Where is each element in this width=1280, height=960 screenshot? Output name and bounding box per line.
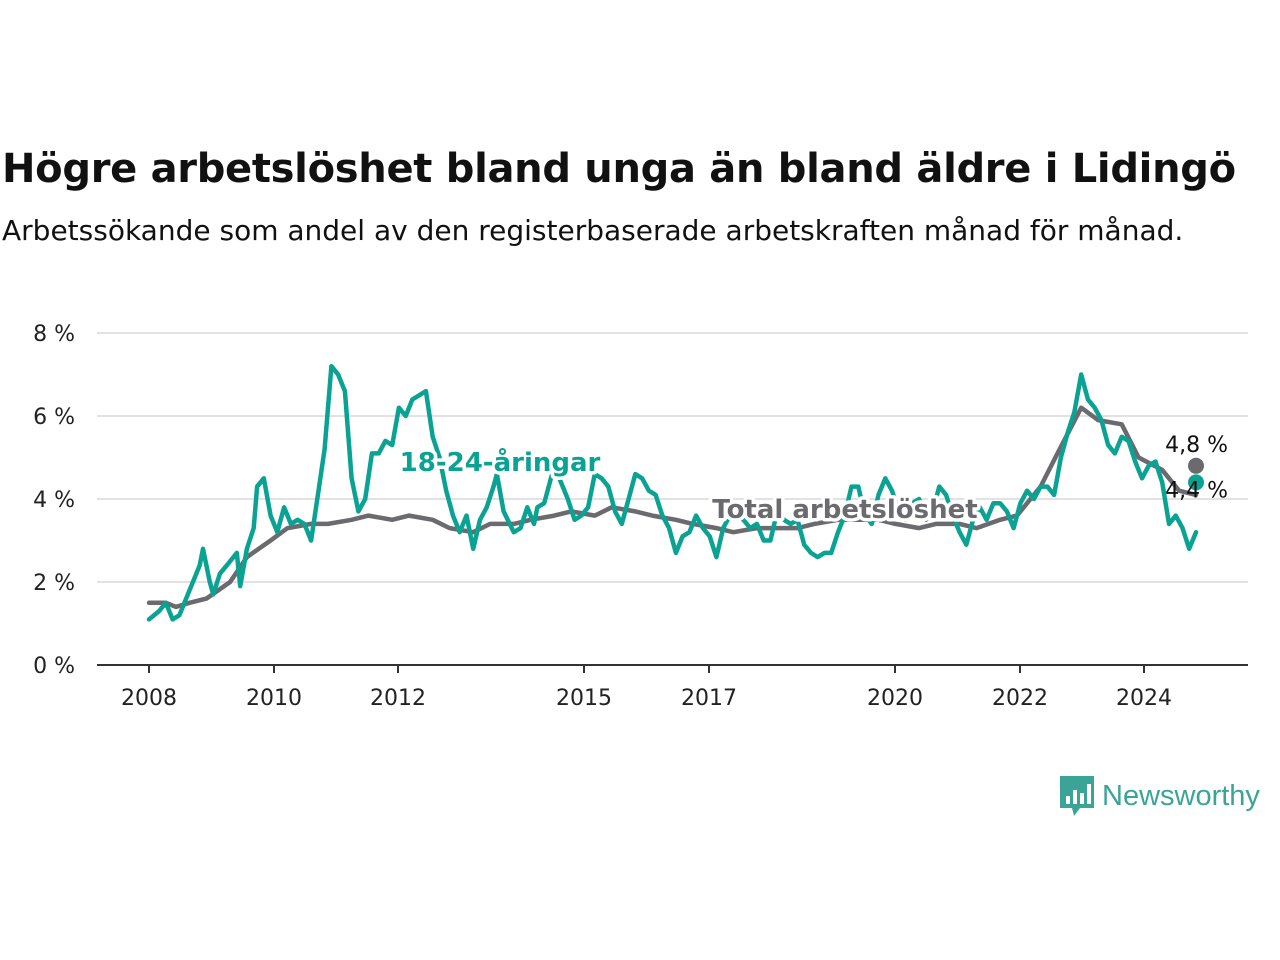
- x-tick-label: 2022: [992, 686, 1048, 711]
- series-line-18-24: [146, 363, 1199, 622]
- y-tick-label: 6 %: [33, 405, 75, 430]
- newsworthy-logo: Newsworthy: [1058, 774, 1260, 818]
- x-axis-ticks: 2008 2010 2012 2015 2017 2020 2022 2024: [121, 665, 1172, 711]
- y-tick-label: 8 %: [33, 322, 75, 347]
- x-tick-label: 2008: [121, 686, 177, 711]
- line-chart: 0 % 2 % 4 % 6 % 8 % 2008 2010 2012 2015 2017 2020…: [33, 322, 1248, 711]
- series-lines: [146, 363, 1199, 622]
- x-tick-label: 2024: [1116, 686, 1172, 711]
- series-end-label: 4,4 %: [1165, 478, 1228, 503]
- series-label: 18-24-åringar: [400, 446, 601, 478]
- gridlines: [97, 332, 1248, 666]
- x-tick-label: 2015: [556, 686, 612, 711]
- y-tick-label: 4 %: [33, 488, 75, 513]
- series-line-total: [146, 405, 1199, 610]
- series-end-point: [1188, 457, 1204, 474]
- chart-subtitle: Arbetssökande som andel av den registerb…: [2, 214, 1184, 247]
- x-tick-label: 2010: [246, 686, 302, 711]
- series-labels: 4,4 %4,8 %18-24-åringar18-24-åringarTota…: [396, 433, 1228, 529]
- y-axis-ticks: 0 % 2 % 4 % 6 % 8 %: [33, 322, 75, 679]
- bar-chart-speech-bubble-icon: [1060, 776, 1094, 816]
- series-label: Total arbetslöshet: [712, 495, 977, 525]
- chart-title: Högre arbetslöshet bland unga än bland ä…: [2, 146, 1236, 192]
- x-tick-label: 2012: [370, 686, 426, 711]
- y-tick-label: 2 %: [33, 571, 75, 596]
- x-tick-label: 2017: [681, 686, 737, 711]
- brand-name: Newsworthy: [1102, 779, 1260, 812]
- series-end-label: 4,8 %: [1165, 433, 1228, 458]
- series-end-point: [1188, 474, 1204, 491]
- series-label-halo: 18-24-åringar: [400, 446, 601, 478]
- y-tick-label: 0 %: [33, 654, 75, 679]
- series-label-halo: Total arbetslöshet: [712, 495, 977, 525]
- x-tick-label: 2020: [867, 686, 923, 711]
